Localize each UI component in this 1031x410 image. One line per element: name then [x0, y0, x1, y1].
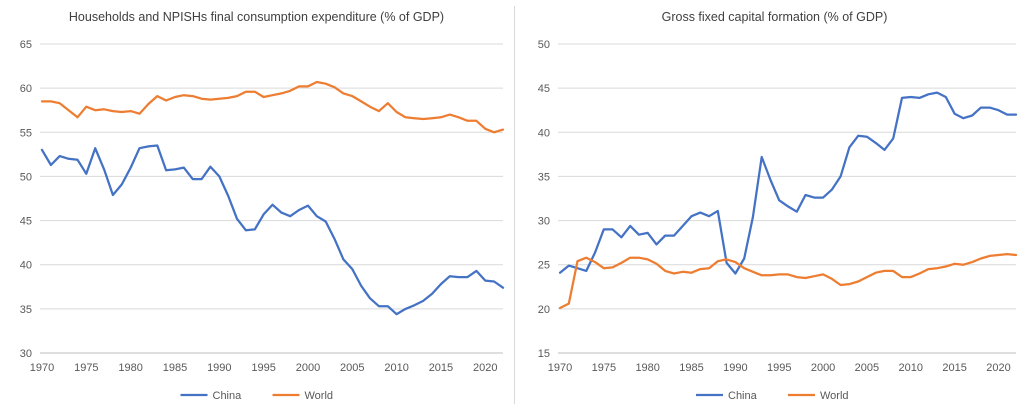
legend-label: World — [820, 390, 849, 402]
legend-label: China — [213, 390, 243, 402]
y-tick-label: 65 — [20, 39, 32, 51]
panel-divider — [514, 6, 515, 404]
series-line-china — [40, 144, 505, 316]
y-tick-label: 35 — [20, 304, 32, 316]
x-tick-label: 2015 — [429, 362, 453, 374]
y-tick-label: 45 — [538, 83, 550, 95]
x-tick-label: 1980 — [635, 362, 659, 374]
legend-label: China — [728, 390, 758, 402]
x-tick-label: 1970 — [30, 362, 54, 374]
chart-panel-capital-formation: Gross fixed capital formation (% of GDP)… — [518, 0, 1031, 410]
y-tick-label: 60 — [20, 83, 32, 95]
y-tick-label: 50 — [538, 39, 550, 51]
x-tick-label: 1995 — [251, 362, 275, 374]
legend-label: World — [305, 390, 334, 402]
x-tick-label: 2020 — [986, 362, 1010, 374]
y-tick-label: 40 — [20, 260, 32, 272]
x-tick-label: 2020 — [473, 362, 497, 374]
series-line-china — [558, 91, 1018, 275]
x-tick-label: 1990 — [207, 362, 231, 374]
x-tick-label: 1975 — [592, 362, 616, 374]
x-tick-label: 2010 — [384, 362, 408, 374]
x-tick-label: 1985 — [163, 362, 187, 374]
x-tick-label: 1975 — [74, 362, 98, 374]
x-tick-label: 2010 — [899, 362, 923, 374]
x-tick-label: 2000 — [811, 362, 835, 374]
chart-title: Households and NPISHs final consumption … — [68, 10, 445, 24]
y-tick-label: 25 — [538, 260, 550, 272]
x-tick-label: 2015 — [942, 362, 966, 374]
y-tick-label: 55 — [20, 127, 32, 139]
x-tick-label: 1995 — [767, 362, 791, 374]
x-tick-label: 2005 — [340, 362, 364, 374]
chart-title: Gross fixed capital formation (% of GDP) — [661, 10, 888, 24]
y-tick-label: 35 — [538, 171, 550, 183]
y-tick-label: 50 — [20, 171, 32, 183]
y-tick-label: 45 — [20, 216, 32, 228]
x-tick-label: 1970 — [548, 362, 572, 374]
x-tick-label: 1985 — [679, 362, 703, 374]
y-tick-label: 30 — [20, 348, 32, 360]
x-tick-label: 1990 — [723, 362, 747, 374]
chart-svg-consumption: 30 35 40 45 50 55 60 65 1970 1975 1980 1985 1990 1995… — [20, 39, 505, 402]
x-tick-label: 2000 — [296, 362, 320, 374]
x-tick-label: 1980 — [118, 362, 142, 374]
chart-svg-capital-formation: 15 20 25 30 35 40 45 50 1970 1975 1980 1985 1990 1995… — [538, 39, 1018, 402]
y-tick-label: 20 — [538, 304, 550, 316]
y-tick-label: 15 — [538, 348, 550, 360]
series-line-world — [558, 252, 1018, 310]
series-line-world — [40, 80, 505, 134]
chart-panel-consumption: Households and NPISHs final consumption … — [0, 0, 513, 410]
y-tick-label: 30 — [538, 216, 550, 228]
y-tick-label: 40 — [538, 127, 550, 139]
x-tick-label: 2005 — [855, 362, 879, 374]
